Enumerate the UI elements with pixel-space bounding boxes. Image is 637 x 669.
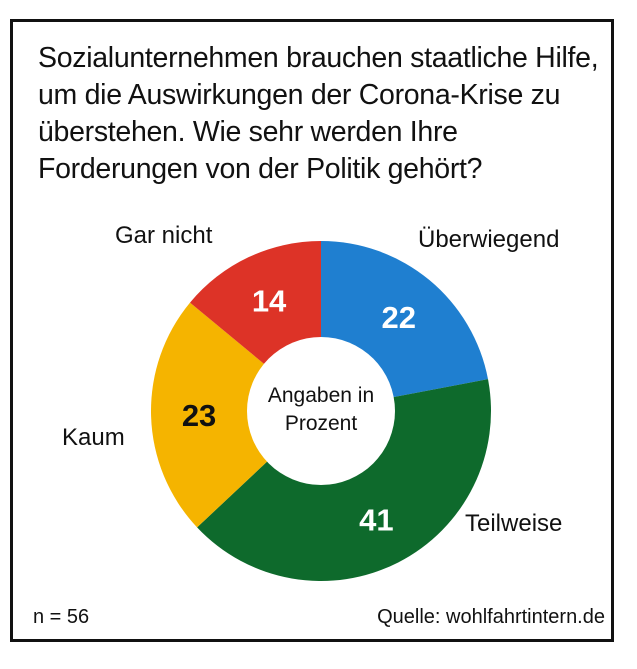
sample-size: n = 56 bbox=[33, 606, 90, 628]
slice-label-teilweise: Teilweise bbox=[465, 510, 563, 537]
value-label-gar-nicht: 14 bbox=[252, 284, 287, 319]
center-label-line1: Angaben in bbox=[268, 384, 374, 407]
slice-label-kaum: Kaum bbox=[62, 424, 125, 451]
slice-kaum bbox=[151, 302, 321, 528]
donut-hole bbox=[247, 337, 395, 485]
slice-label-gar-nicht: Gar nicht bbox=[115, 222, 213, 249]
value-label-teilweise: 41 bbox=[359, 503, 393, 538]
value-label-kaum: 23 bbox=[182, 398, 216, 433]
chart-title: Sozialunternehmen brauchen staatliche Hi… bbox=[38, 42, 599, 185]
source-label: Quelle: wohlfahrtintern.de bbox=[377, 606, 605, 628]
value-label-ueberwiegend: 22 bbox=[382, 300, 416, 335]
center-label-line2: Prozent bbox=[285, 412, 358, 435]
chart-frame bbox=[10, 19, 614, 642]
slice-label-ueberwiegend: Überwiegend bbox=[418, 226, 560, 253]
